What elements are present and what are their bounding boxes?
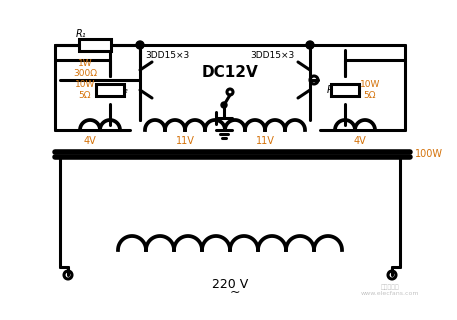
Text: R₂: R₂ [118, 85, 128, 95]
Text: 3DD15×3: 3DD15×3 [250, 51, 294, 60]
Text: 220 V: 220 V [212, 278, 248, 292]
Text: DC12V: DC12V [202, 65, 258, 79]
Text: 11V: 11V [255, 136, 275, 146]
Text: R₃: R₃ [326, 85, 337, 95]
Text: 4V: 4V [354, 136, 367, 146]
Circle shape [306, 41, 314, 49]
Bar [79, 39, 111, 51]
Text: 电子发烧友
www.elecfans.com: 电子发烧友 www.elecfans.com [361, 284, 419, 296]
Text: 10W
5Ω: 10W 5Ω [75, 80, 95, 100]
Circle shape [136, 41, 144, 49]
Text: 10W
5Ω: 10W 5Ω [360, 80, 380, 100]
Bar [96, 84, 124, 96]
Text: 3DD15×3: 3DD15×3 [145, 51, 189, 60]
Text: R₁: R₁ [76, 29, 86, 39]
Text: 4V: 4V [84, 136, 96, 146]
Text: 11V: 11V [175, 136, 194, 146]
Bar [331, 84, 359, 96]
Circle shape [221, 102, 227, 108]
Text: 100W: 100W [415, 149, 443, 159]
Text: ~: ~ [230, 285, 240, 299]
Text: 1W
300Ω: 1W 300Ω [73, 59, 97, 78]
